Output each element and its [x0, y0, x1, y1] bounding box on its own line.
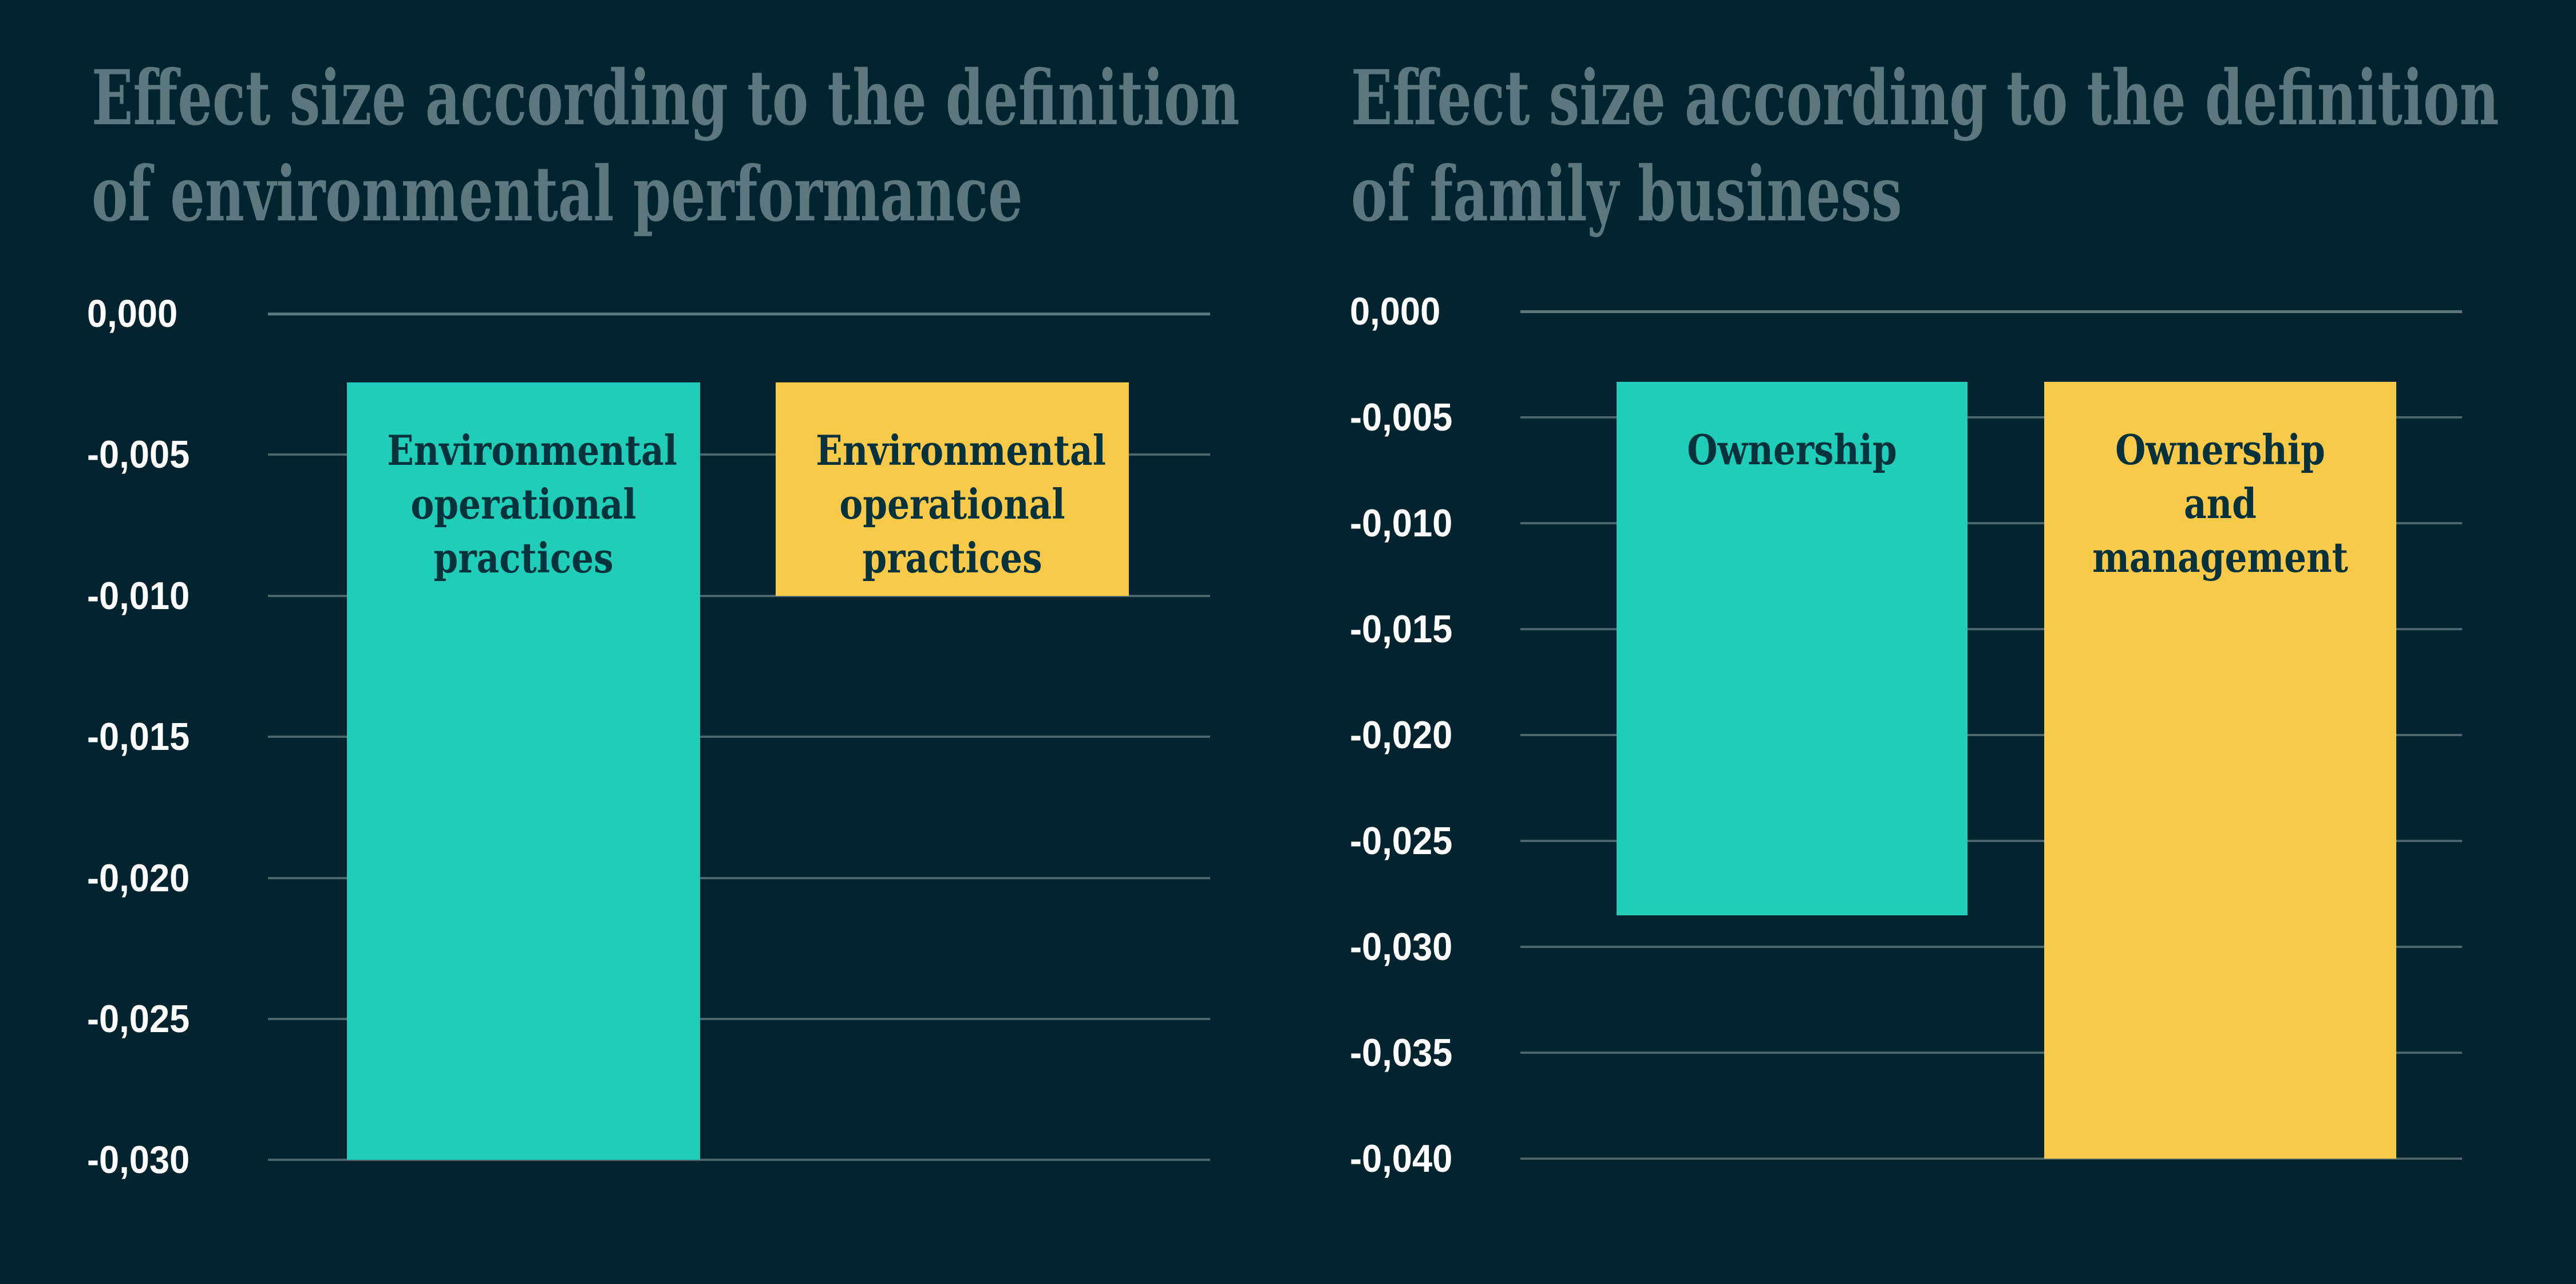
gridline — [268, 453, 1210, 456]
y-tick-label: -0,010 — [87, 574, 190, 618]
y-tick-label: 0,000 — [87, 292, 178, 335]
bar-category-label: Environmental operational practices — [816, 426, 1106, 582]
y-tick-label: 0,000 — [1350, 290, 1441, 333]
gridline — [1520, 1157, 2462, 1160]
bar: Ownership and management — [2044, 382, 2396, 1159]
gridline — [1520, 522, 2462, 524]
gridline — [1520, 1052, 2462, 1054]
y-tick-label: -0,005 — [1350, 396, 1453, 439]
y-tick-label: -0,015 — [87, 715, 190, 758]
bar-category-label: Environmental operational practices — [387, 426, 677, 582]
gridline — [268, 736, 1210, 738]
bar-category-label: Ownership — [1687, 425, 1897, 474]
y-tick-label: -0,030 — [87, 1138, 190, 1182]
y-tick-label: -0,015 — [1350, 607, 1453, 651]
y-tick-label: -0,010 — [1350, 501, 1453, 545]
gridline — [1520, 840, 2462, 842]
zero-gridline — [268, 313, 1210, 315]
gridline — [1520, 946, 2462, 948]
y-tick-label: -0,025 — [1350, 819, 1453, 863]
gridline — [268, 877, 1210, 879]
y-tick-label: -0,020 — [1350, 713, 1453, 757]
gridline — [268, 1159, 1210, 1161]
chart-title-line: Effect size according to the definition — [1351, 54, 2499, 143]
bar: Environmental operational practices — [347, 382, 700, 1160]
chart-title-line: of family business — [1351, 150, 1902, 239]
gridline — [268, 1018, 1210, 1020]
bar: Environmental operational practices — [776, 382, 1129, 596]
y-tick-label: -0,040 — [1350, 1137, 1453, 1180]
gridline — [1520, 734, 2462, 736]
bar-category-label: Ownership and management — [2092, 425, 2348, 582]
gridline — [268, 595, 1210, 597]
bar: Ownership — [1617, 382, 1967, 915]
gridline — [1520, 416, 2462, 418]
chart-title-line: Effect size according to the definition — [92, 54, 1240, 143]
chart-title: Effect size according to the definition … — [92, 50, 1240, 243]
y-tick-label: -0,005 — [87, 433, 190, 476]
chart-title-line: of environmental performance — [92, 150, 1023, 239]
zero-gridline — [1520, 310, 2462, 313]
y-tick-label: -0,020 — [87, 856, 190, 900]
y-tick-label: -0,035 — [1350, 1031, 1453, 1074]
chart-title: Effect size according to the definition … — [1351, 50, 2499, 243]
y-tick-label: -0,025 — [87, 997, 190, 1041]
gridline — [1520, 628, 2462, 630]
y-tick-label: -0,030 — [1350, 925, 1453, 969]
